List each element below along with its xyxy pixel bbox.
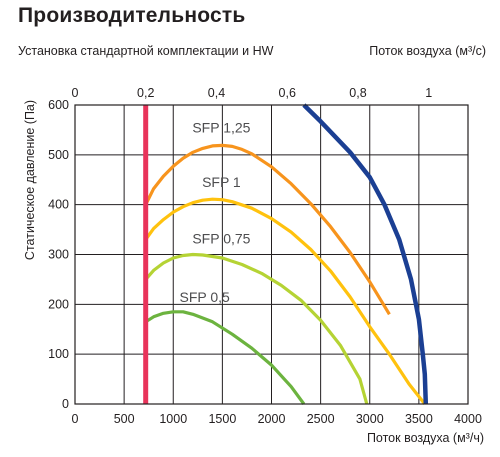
x-tick-label: 3500 (405, 412, 433, 426)
curve-label: SFP 1 (202, 174, 241, 190)
curve-label: SFP 0,75 (192, 231, 250, 247)
x2-tick-label: 0 (72, 86, 79, 100)
x-tick-label: 3000 (356, 412, 384, 426)
x-tick-label: 2500 (307, 412, 335, 426)
plot-border (74, 104, 469, 405)
y-tick-label: 0 (62, 397, 69, 411)
page-title: Производительность (18, 4, 246, 27)
x-tick-label: 1000 (159, 412, 187, 426)
x2-tick-label: 0,6 (279, 86, 296, 100)
y-tick-label: 400 (48, 198, 69, 212)
x-tick-label: 4000 (454, 412, 482, 426)
x2-tick-label: 1 (425, 86, 432, 100)
curve-label: SFP 1,25 (192, 119, 250, 135)
series-line-4 (144, 143, 391, 316)
series-line-5 (302, 103, 429, 405)
y-tick-label: 100 (48, 347, 69, 361)
y-tick-label: 200 (48, 297, 69, 311)
plot-frame (74, 104, 469, 405)
series-group (143, 103, 429, 405)
x2-tick-label: 0,8 (349, 86, 366, 100)
series-line-3 (144, 197, 427, 405)
top-x-axis-title: Поток воздуха (м³/с) (369, 44, 486, 58)
y-tick-label: 300 (48, 248, 69, 262)
x2-tick-label: 0,4 (208, 86, 225, 100)
curve-label: SFP 0,5 (180, 289, 231, 305)
series-line-1 (144, 310, 306, 405)
x-tick-label: 2000 (258, 412, 286, 426)
x-tick-label: 500 (114, 412, 135, 426)
x-tick-label: 1500 (208, 412, 236, 426)
y-tick-label: 500 (48, 148, 69, 162)
y-tick-label: 600 (48, 98, 69, 112)
grid-lines (74, 104, 469, 405)
x2-tick-label: 0,2 (137, 86, 154, 100)
bottom-x-axis-title: Поток воздуха (м³/ч) (366, 431, 484, 445)
chart-subtitle: Установка стандартной комплектации и HW (18, 44, 274, 58)
x-tick-label: 0 (72, 412, 79, 426)
series-line-2 (144, 252, 369, 405)
curve-labels: SFP 1,25 SFP 1 SFP 0,75 SFP 0,5 (180, 119, 251, 304)
